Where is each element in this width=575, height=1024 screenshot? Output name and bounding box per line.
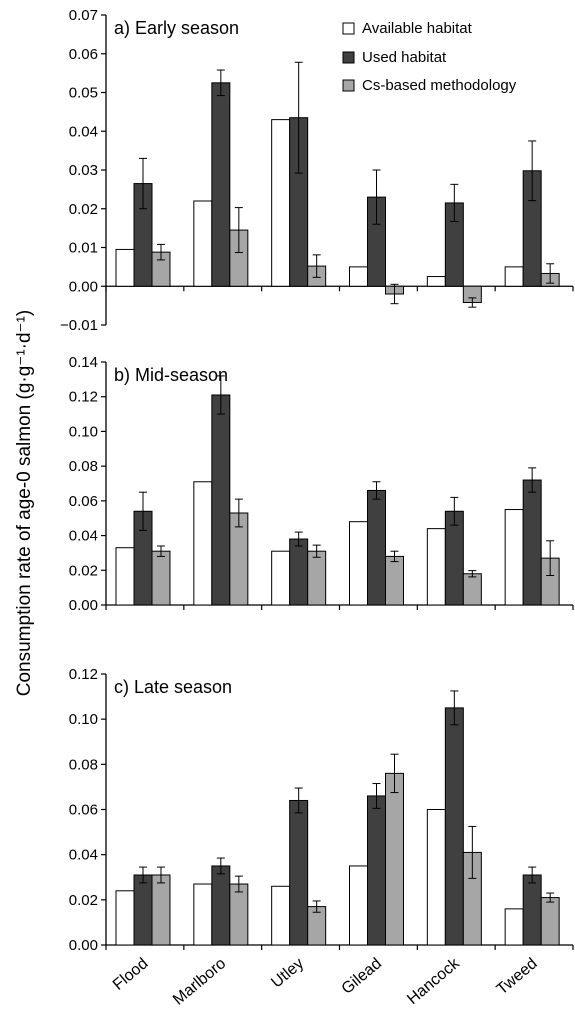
y-tick-label: 0.04 (69, 123, 98, 140)
y-tick-label: 0.02 (69, 892, 98, 909)
legend-label-cs: Cs-based methodology (362, 77, 517, 94)
y-tick-label: 0.04 (69, 847, 98, 864)
bar-used-utley (289, 799, 309, 946)
category-label-utley: Utley (268, 955, 307, 991)
bars-layer (115, 61, 560, 946)
legend-swatch-used (342, 51, 355, 64)
bar-available-hancock (426, 809, 446, 946)
bar-available-tweed (504, 908, 524, 946)
legend-swatch-available (342, 22, 355, 35)
legend-swatch-cs (342, 79, 355, 92)
bar-used-gilead (367, 489, 386, 606)
bar-used-marlboro (211, 865, 231, 946)
y-tick-label: 0.14 (69, 354, 98, 371)
y-tick-label: 0.10 (69, 711, 98, 728)
y-tick-label: 0.04 (69, 528, 98, 545)
y-tick-label: 0.02 (69, 201, 98, 218)
panel-title: b) Mid-season (114, 365, 228, 385)
y-tick-label: 0.12 (69, 389, 98, 406)
bar-used-gilead (367, 795, 386, 946)
category-label-tweed: Tweed (494, 955, 541, 998)
bar-available-utley (271, 119, 291, 287)
bar-available-gilead (349, 865, 368, 946)
y-tick-label: 0.10 (69, 423, 98, 440)
bar-available-hancock (426, 276, 446, 287)
panel-title: a) Early season (114, 18, 239, 38)
category-label-marlboro: Marlboro (170, 955, 229, 1009)
y-tick-label: 0.00 (69, 937, 98, 954)
bar-available-gilead (349, 266, 368, 287)
bar-used-utley (289, 538, 309, 606)
bar-cs-flood (151, 550, 171, 606)
bar-available-hancock (426, 528, 446, 606)
bar-available-flood (115, 248, 135, 287)
bar-available-marlboro (193, 481, 213, 606)
bar-used-tweed (522, 479, 542, 606)
y-tick-label: 0.00 (69, 597, 98, 614)
bar-used-marlboro (211, 82, 231, 287)
bar-available-marlboro (193, 200, 213, 287)
y-axis-label: Consumption rate of age-0 salmon (g·g⁻¹·… (14, 310, 35, 697)
bar-available-flood (115, 890, 135, 946)
panel-title: c) Late season (114, 677, 232, 697)
bar-available-tweed (504, 266, 524, 287)
y-tick-label: 0.08 (69, 756, 98, 773)
y-tick-label: 0.03 (69, 162, 98, 179)
category-label-hancock: Hancock (404, 954, 463, 1008)
legend-label-available: Available habitat (362, 20, 473, 37)
bar-cs-gilead (385, 555, 404, 606)
y-tick-label: 0.07 (69, 7, 98, 24)
y-tick-label: 0.00 (69, 278, 98, 295)
category-label-gilead: Gilead (339, 955, 385, 998)
bar-used-hancock (444, 707, 464, 946)
bar-available-gilead (349, 521, 368, 606)
y-tick-label: 0.01 (69, 240, 98, 257)
category-label-flood: Flood (110, 955, 152, 994)
bar-used-marlboro (211, 394, 231, 606)
bar-cs-hancock (462, 573, 482, 606)
bar-available-utley (271, 550, 291, 606)
bar-available-utley (271, 885, 291, 946)
legend-label-used: Used habitat (362, 49, 447, 66)
y-tick-label: −0.01 (60, 317, 98, 334)
bar-available-tweed (504, 509, 524, 606)
y-tick-label: 0.12 (69, 666, 98, 683)
axes-layer (101, 14, 574, 950)
y-tick-label: 0.06 (69, 46, 98, 63)
bar-available-flood (115, 547, 135, 606)
bar-used-flood (133, 874, 153, 946)
bar-cs-utley (307, 550, 327, 606)
legend: Available habitat Used habitat Cs-based … (342, 20, 517, 94)
y-tick-label: 0.06 (69, 493, 98, 510)
bar-cs-flood (151, 874, 171, 946)
bar-available-marlboro (193, 883, 213, 946)
y-tick-label: 0.02 (69, 562, 98, 579)
bar-used-tweed (522, 874, 542, 946)
y-tick-label: 0.05 (69, 85, 98, 102)
bar-cs-gilead (385, 772, 404, 946)
bar-cs-tweed (540, 897, 560, 946)
y-tick-label: 0.08 (69, 458, 98, 475)
bar-cs-marlboro (229, 883, 249, 946)
y-tick-label: 0.06 (69, 802, 98, 819)
